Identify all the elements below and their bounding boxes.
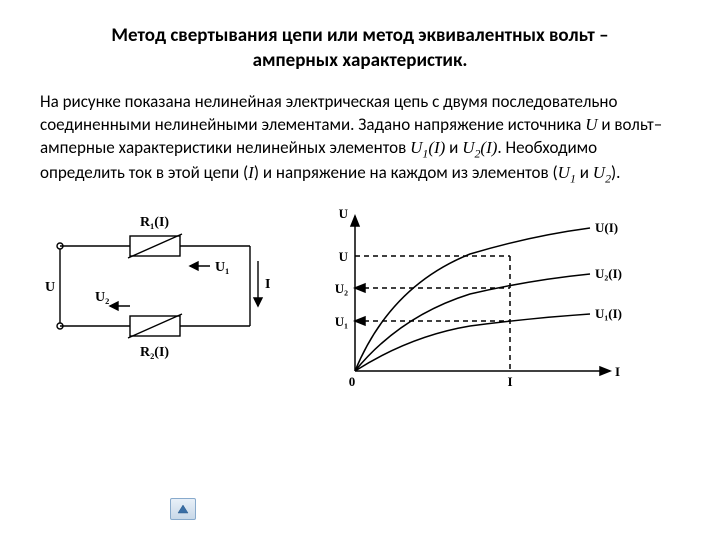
text-segment: ) и напряжение на каждом из элементов ( — [254, 162, 558, 183]
text-segment: На рисунке показана нелинейная электриче… — [40, 91, 617, 135]
page-title: Метод свертывания цепи или метод эквивал… — [40, 24, 680, 73]
var-U1: U1 — [558, 163, 576, 182]
graph-curve-U1: U₁(I) — [595, 306, 622, 321]
va-graph: U U U₂ U₁ 0 I I U(I) U₂(I) U₁(I) — [310, 206, 640, 396]
text-segment: и — [445, 137, 462, 158]
text-segment: ). — [611, 162, 620, 183]
graph-yU: U — [339, 249, 349, 264]
graph-origin: 0 — [349, 374, 356, 389]
graph-x-axis: I — [615, 364, 620, 379]
graph-yU2: U₂ — [335, 281, 348, 296]
graph-xI: I — [507, 374, 512, 389]
circuit-i-label: I — [265, 277, 270, 292]
circuit-u2-label: U₂ — [95, 290, 109, 305]
circuit-u-label: U — [45, 280, 55, 295]
var-U2: U2 — [593, 163, 611, 182]
circuit-u1-label: U₁ — [215, 260, 229, 275]
body-paragraph: На рисунке показана нелинейная электриче… — [40, 91, 680, 186]
text-segment: и — [576, 162, 593, 183]
var-U2I: U2(I) — [462, 138, 497, 157]
graph-curve-U2: U₂(I) — [595, 266, 622, 281]
graph-curve-UI: U(I) — [595, 220, 618, 235]
var-U1I: U1(I) — [410, 138, 445, 157]
circuit-r2-label: R₂(I) — [140, 345, 169, 360]
nav-back-button[interactable] — [170, 498, 196, 520]
graph-yU1: U₁ — [335, 314, 348, 329]
var-U: U — [585, 115, 597, 134]
circuit-r1-label: R₁(I) — [140, 215, 169, 230]
graph-y-axis: U — [339, 206, 349, 221]
circuit-diagram: U R₁(I) R₂(I) U₁ U₂ I — [40, 206, 280, 366]
figures-row: U R₁(I) R₂(I) U₁ U₂ I — [40, 206, 680, 396]
arrow-up-icon — [176, 504, 190, 514]
